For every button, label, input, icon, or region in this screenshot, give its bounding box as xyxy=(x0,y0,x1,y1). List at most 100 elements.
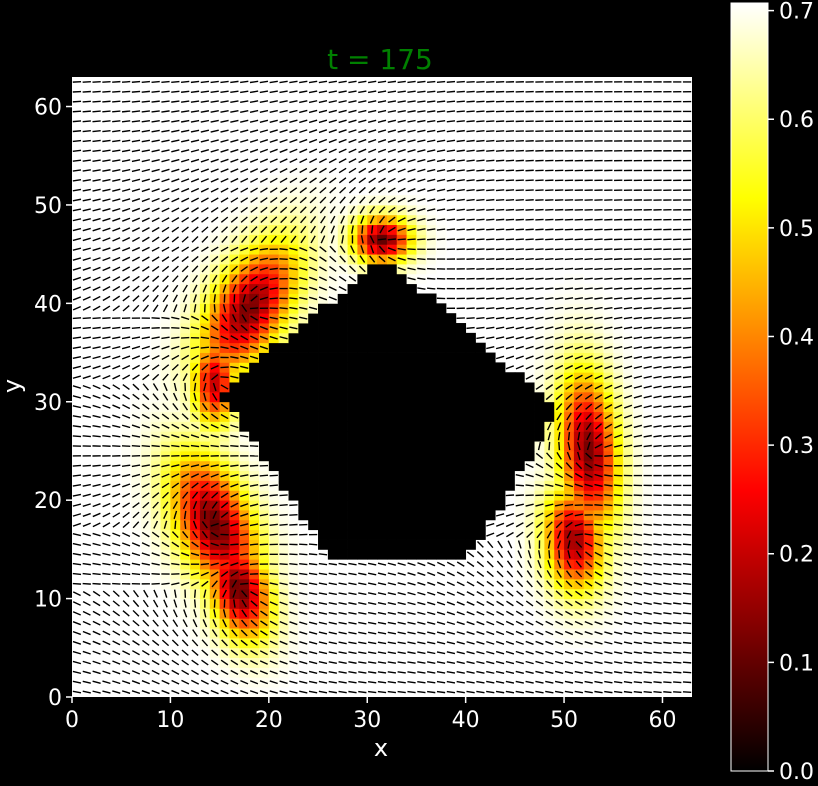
director-segment xyxy=(535,258,544,261)
director-segment xyxy=(102,590,111,597)
heatmap-cell xyxy=(308,342,319,353)
director-segment xyxy=(614,394,623,400)
director-segment xyxy=(360,215,365,224)
director-segment xyxy=(584,374,593,380)
director-segment xyxy=(476,316,485,320)
director-segment xyxy=(240,109,249,113)
director-segment xyxy=(183,510,187,520)
director-segment xyxy=(122,295,130,302)
director-segment xyxy=(564,238,574,241)
heatmap-cell xyxy=(347,382,358,393)
director-segment xyxy=(200,669,209,676)
heatmap-cell xyxy=(367,549,378,560)
heatmap-cell xyxy=(445,470,457,481)
director-segment xyxy=(525,218,534,221)
director-segment xyxy=(584,365,593,370)
heatmap-cell xyxy=(416,529,427,540)
director-segment xyxy=(328,690,337,694)
heatmap-cell xyxy=(406,323,417,334)
heatmap-cell xyxy=(258,411,270,422)
heatmap-cell xyxy=(357,470,368,481)
heatmap-cell xyxy=(514,391,526,403)
director-segment xyxy=(82,650,91,655)
heatmap-cell xyxy=(495,411,506,422)
heatmap-cell xyxy=(485,352,496,363)
heatmap-cell xyxy=(278,372,289,383)
director-segment xyxy=(232,609,237,618)
director-segment xyxy=(397,119,406,123)
director-segment xyxy=(555,580,563,588)
director-segment xyxy=(338,602,347,605)
director-segment xyxy=(507,550,513,559)
director-segment xyxy=(564,650,574,655)
director-segment xyxy=(171,413,179,420)
director-segment xyxy=(515,650,524,655)
heatmap-cell xyxy=(386,490,398,501)
director-segment xyxy=(555,462,563,470)
director-segment xyxy=(525,306,534,310)
director-segment xyxy=(299,690,308,694)
heatmap-cell xyxy=(426,450,437,462)
heatmap-cell xyxy=(455,431,467,442)
director-segment xyxy=(555,512,564,518)
director-segment xyxy=(574,258,584,261)
director-segment xyxy=(682,681,692,684)
director-segment xyxy=(643,395,652,399)
director-segment xyxy=(82,620,91,626)
director-segment xyxy=(222,304,227,313)
director-segment xyxy=(387,247,396,252)
heatmap-cell xyxy=(347,313,358,324)
director-segment xyxy=(446,169,456,172)
director-segment xyxy=(200,552,210,556)
director-segment xyxy=(72,464,82,467)
director-segment xyxy=(604,552,613,557)
director-segment xyxy=(250,206,258,213)
heatmap-cell xyxy=(455,352,467,363)
director-segment xyxy=(456,218,465,221)
director-segment xyxy=(121,552,131,557)
director-segment xyxy=(564,258,574,261)
director-segment xyxy=(250,639,258,646)
director-segment xyxy=(141,670,150,675)
director-segment xyxy=(535,640,544,645)
director-segment xyxy=(240,365,249,369)
director-segment xyxy=(575,570,583,578)
director-segment xyxy=(181,316,190,321)
director-segment xyxy=(122,217,131,222)
director-segment xyxy=(507,540,513,549)
director-segment xyxy=(249,464,259,467)
director-segment xyxy=(289,650,298,655)
director-segment xyxy=(446,110,456,113)
director-segment xyxy=(328,641,337,645)
heatmap-cell xyxy=(318,362,329,373)
director-segment xyxy=(466,317,475,320)
director-segment xyxy=(387,641,397,645)
heatmap-cell xyxy=(239,411,250,422)
director-segment xyxy=(142,403,150,410)
heatmap-cell xyxy=(475,401,486,412)
director-segment xyxy=(259,296,269,301)
director-segment xyxy=(191,482,199,489)
director-segment xyxy=(515,512,524,518)
director-segment xyxy=(230,512,239,518)
director-segment xyxy=(112,590,120,597)
director-segment xyxy=(92,257,101,262)
director-segment xyxy=(269,277,278,281)
director-segment xyxy=(663,651,672,654)
director-segment xyxy=(72,120,82,123)
director-segment xyxy=(143,589,149,598)
plot-area xyxy=(72,77,692,697)
director-segment xyxy=(131,445,141,448)
heatmap-cell xyxy=(318,480,329,491)
heatmap-cell xyxy=(298,411,309,422)
director-segment xyxy=(242,294,247,303)
director-segment xyxy=(515,238,524,241)
heatmap-cell xyxy=(386,263,398,275)
director-segment xyxy=(623,671,633,674)
director-segment xyxy=(220,444,229,448)
director-segment xyxy=(121,336,131,340)
director-segment xyxy=(260,620,268,627)
director-segment xyxy=(682,651,692,654)
director-segment xyxy=(259,257,269,261)
heatmap-cell xyxy=(396,323,407,334)
